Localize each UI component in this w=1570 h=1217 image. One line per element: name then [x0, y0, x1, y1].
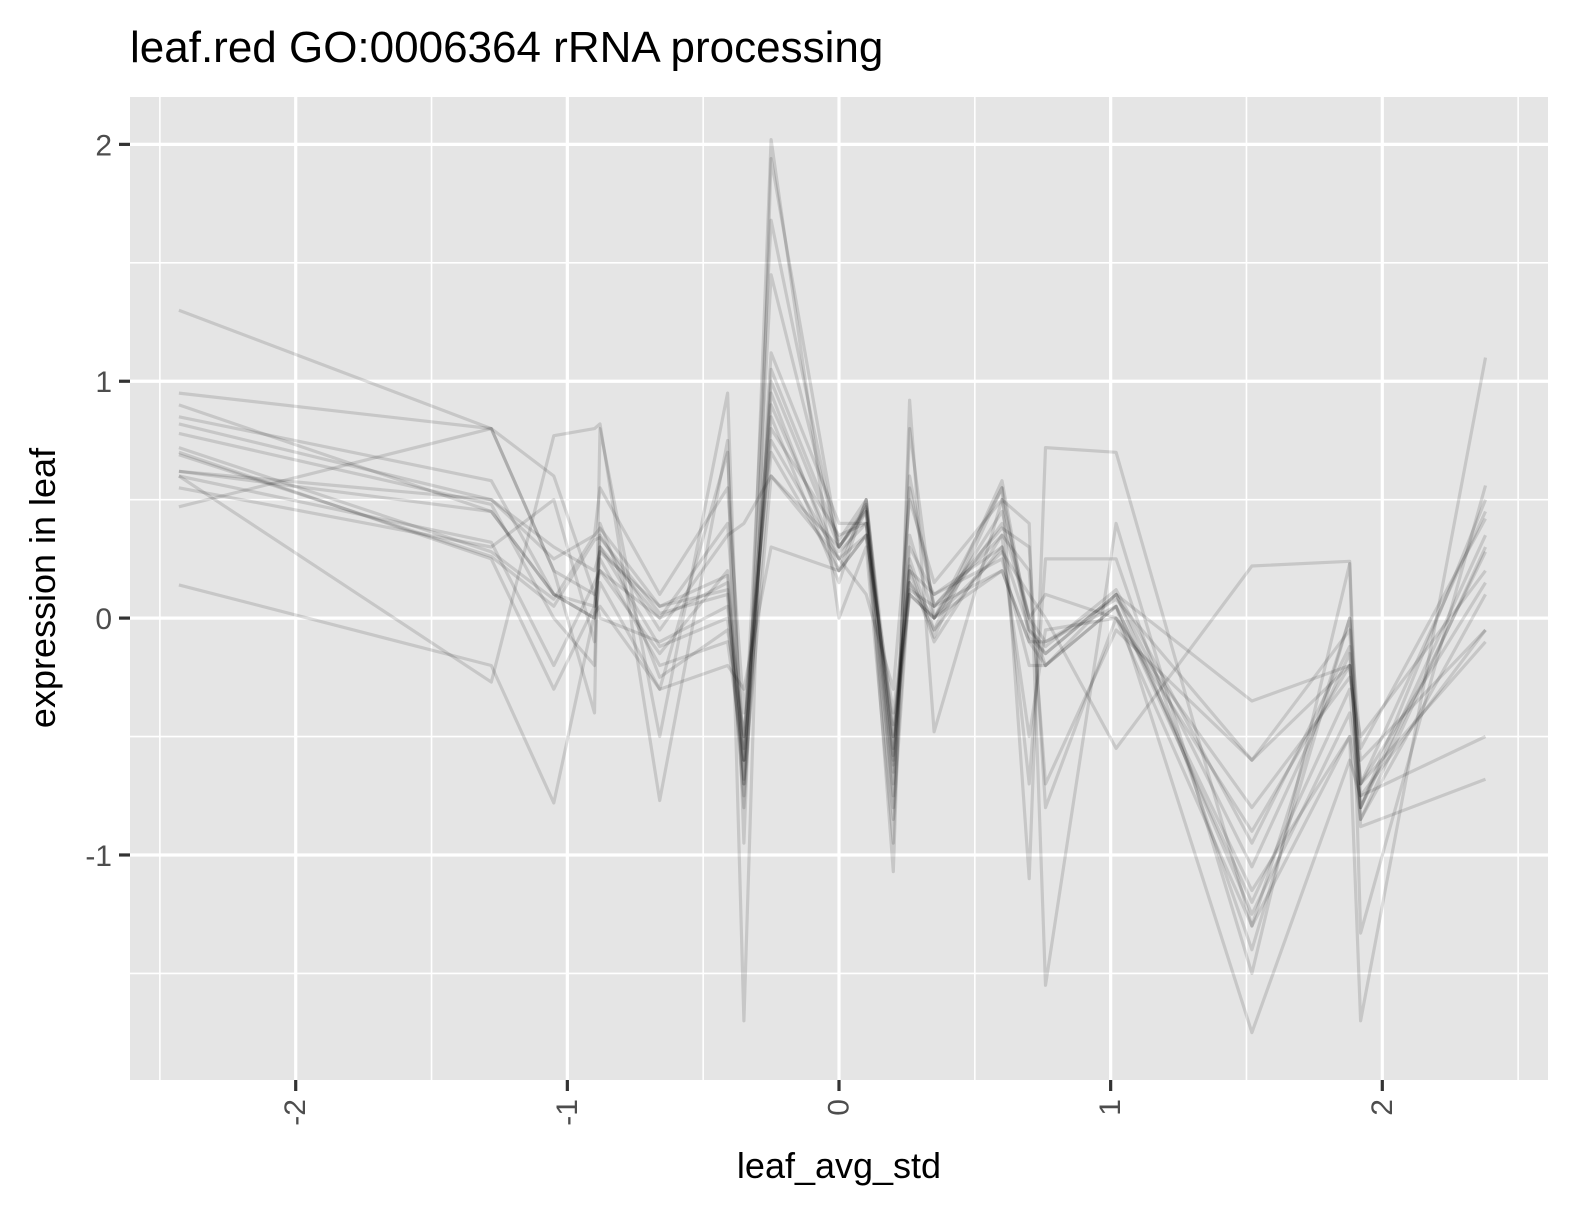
series-line-2	[178, 379, 1487, 869]
x-tick-label: 1	[1094, 1099, 1127, 1116]
x-tick-label: -1	[551, 1099, 584, 1126]
major-gridlines	[130, 97, 1548, 1080]
series-line-4	[178, 308, 1487, 786]
y-tick-label: 0	[95, 603, 112, 636]
series-line-8	[178, 273, 1487, 904]
x-axis: -2 -1 0 1 2	[279, 1080, 1399, 1126]
x-tick-label: 2	[1366, 1099, 1399, 1116]
chart-title: leaf.red GO:0006364 rRNA processing	[130, 23, 883, 72]
series-line-15	[178, 450, 1487, 810]
series-line-9	[178, 218, 1487, 928]
series-line-12	[178, 391, 1487, 822]
series-line-13	[178, 415, 1487, 916]
series-line-1	[178, 367, 1487, 845]
y-tick-label: 2	[95, 129, 112, 162]
y-tick-label: 1	[95, 366, 112, 399]
series-line-3	[178, 391, 1487, 798]
x-tick-label: -2	[279, 1099, 312, 1126]
series-line-11	[178, 422, 1487, 833]
x-axis-title: leaf_avg_std	[737, 1145, 941, 1186]
series-lines	[178, 138, 1488, 1035]
series-line-14	[178, 450, 1487, 893]
series-line-10	[178, 351, 1487, 952]
x-tick-label: 0	[823, 1099, 856, 1116]
series-line-6	[178, 138, 1488, 1023]
y-axis: -1 0 1 2	[85, 129, 130, 873]
series-line-16	[178, 474, 1487, 829]
y-tick-label: -1	[85, 840, 112, 873]
y-axis-title: expression in leaf	[22, 447, 63, 728]
series-line-7	[178, 157, 1488, 1023]
series-line-5	[178, 533, 1487, 1035]
